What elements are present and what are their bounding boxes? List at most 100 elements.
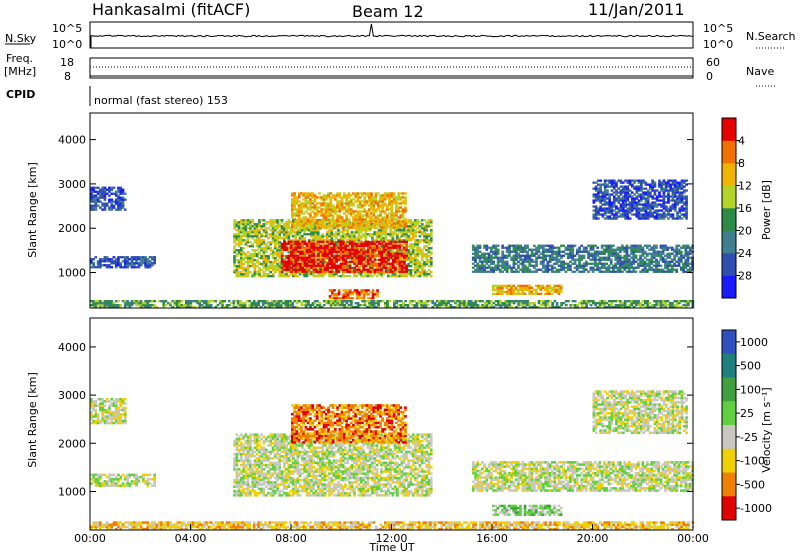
range-cell [323, 261, 327, 264]
range-cell [483, 252, 486, 255]
range-cell [471, 246, 475, 249]
range-cell [609, 262, 613, 265]
range-cell [346, 267, 349, 270]
range-cell [519, 262, 523, 265]
range-cell [311, 224, 315, 227]
range-cell [344, 237, 347, 240]
range-cell [148, 306, 152, 309]
range-cell [223, 300, 227, 303]
range-cell [110, 208, 114, 211]
range-cell [296, 239, 300, 242]
range-cell [273, 259, 277, 262]
range-cell [605, 302, 609, 305]
nsearch-tick-bottom: 10^0 [703, 38, 733, 51]
range-cell [320, 222, 324, 225]
range-cell [573, 262, 577, 265]
range-cell [634, 244, 638, 247]
range-cell [544, 266, 547, 269]
range-cell [233, 225, 236, 228]
range-cell [314, 242, 318, 245]
range-cell [344, 262, 347, 265]
range-cell [114, 306, 118, 309]
range-cell [135, 300, 138, 303]
range-cell [329, 212, 333, 215]
range-cell [327, 196, 330, 199]
range-cell [296, 275, 300, 278]
range-cell [523, 246, 527, 249]
range-cell [237, 241, 241, 244]
range-cell [383, 216, 387, 219]
range-cell [402, 243, 406, 246]
range-cell [416, 263, 420, 266]
range-cell [325, 231, 329, 234]
range-cell [526, 302, 530, 305]
range-cell [280, 219, 284, 222]
range-cell [393, 265, 397, 268]
range-cell [319, 250, 323, 253]
range-cell [155, 306, 159, 309]
range-cell [414, 229, 417, 232]
range-cell [582, 256, 586, 259]
range-cell [523, 256, 527, 259]
range-cell [391, 241, 395, 244]
range-cell [425, 221, 429, 224]
range-cell [264, 263, 268, 266]
range-cell [205, 306, 208, 309]
range-cell [377, 229, 381, 232]
range-cell [370, 194, 373, 197]
range-cell [321, 233, 325, 236]
range-cell [405, 253, 408, 256]
range-cell [318, 304, 322, 307]
range-cell [356, 196, 360, 199]
range-cell [411, 243, 415, 246]
range-cell [564, 266, 568, 269]
range-cell [612, 250, 615, 253]
range-cell [348, 275, 352, 278]
range-cell [675, 306, 679, 309]
range-cell [262, 259, 266, 262]
range-cell [110, 200, 114, 203]
range-cell [322, 224, 326, 227]
range-cell [362, 255, 365, 258]
range-cell [517, 248, 520, 251]
range-cell [334, 196, 337, 199]
range-cell [603, 304, 606, 307]
range-cell [315, 226, 319, 229]
range-cell [499, 270, 502, 273]
range-cell [297, 210, 301, 213]
range-cell [148, 256, 152, 259]
range-cell [403, 240, 406, 243]
range-cell [594, 268, 597, 271]
range-cell [290, 252, 293, 255]
range-cell [320, 204, 324, 207]
range-cell [357, 233, 361, 236]
range-cell [117, 190, 120, 193]
range-cell [330, 246, 334, 249]
range-cell [424, 304, 428, 307]
range-cell [483, 244, 486, 247]
range-cell [333, 242, 336, 245]
range-cell [395, 212, 398, 215]
range-cell [258, 233, 261, 236]
range-cell [255, 302, 258, 305]
range-cell [233, 271, 236, 274]
range-cell [416, 239, 420, 242]
range-cell [398, 240, 402, 243]
range-cell [352, 202, 355, 205]
range-cell [374, 200, 378, 203]
range-cell [644, 302, 647, 305]
range-cell [521, 264, 525, 267]
range-cell [90, 258, 93, 261]
nave-label: Nave [746, 65, 774, 78]
range-cell [112, 256, 116, 259]
range-cell [496, 268, 500, 271]
range-cell [322, 222, 326, 225]
range-cell [376, 204, 380, 207]
range-cell [153, 260, 156, 263]
range-cell [280, 229, 284, 232]
range-cell [312, 239, 316, 242]
range-cell [528, 302, 532, 305]
range-cell [384, 304, 387, 307]
range-cell [414, 253, 417, 256]
range-cell [366, 275, 370, 278]
